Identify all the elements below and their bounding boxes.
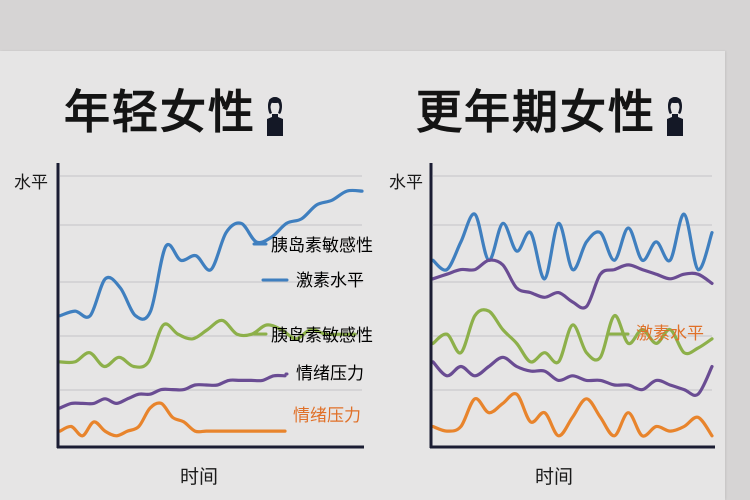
series-line: [58, 188, 364, 321]
legend-item-emotional-stress-purple: 情绪压力: [296, 364, 364, 384]
woman-silhouette-icon: [264, 92, 286, 136]
series-line: [431, 392, 714, 438]
chart-title-young-women: 年轻女性: [64, 84, 286, 140]
series-line: [431, 355, 714, 397]
legend-item-hormone-level: 激素水平: [296, 271, 364, 291]
series-line: [58, 401, 287, 438]
woman-silhouette-icon: [664, 92, 686, 136]
chart-title-menopausal-women: 更年期女性: [416, 84, 686, 140]
y-axis-label-left: 水平: [14, 173, 48, 193]
x-axis-label-left: 时间: [180, 466, 219, 488]
series-line: [58, 373, 287, 410]
legend-item-insulin-sensitivity-blue: 胰岛素敏感性: [271, 236, 373, 256]
title-text: 年轻女性: [64, 85, 256, 139]
series-line: [431, 308, 714, 365]
series-line: [58, 318, 357, 369]
legend-item-insulin-sensitivity-green: 胰岛素敏感性: [271, 326, 373, 346]
y-axis-label-right: 水平: [389, 173, 423, 193]
legend-item-emotional-stress-orange: 情绪压力: [293, 406, 361, 426]
series-line: [431, 258, 714, 310]
legend-item-hormone-level-right: 激素水平: [636, 324, 704, 344]
title-text: 更年期女性: [416, 85, 656, 139]
x-axis-label-right: 时间: [535, 466, 574, 488]
series-line: [431, 212, 714, 281]
